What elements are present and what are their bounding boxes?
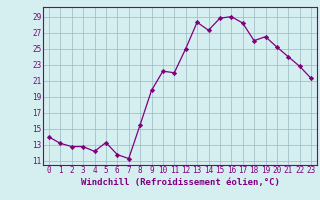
X-axis label: Windchill (Refroidissement éolien,°C): Windchill (Refroidissement éolien,°C) xyxy=(81,178,279,187)
